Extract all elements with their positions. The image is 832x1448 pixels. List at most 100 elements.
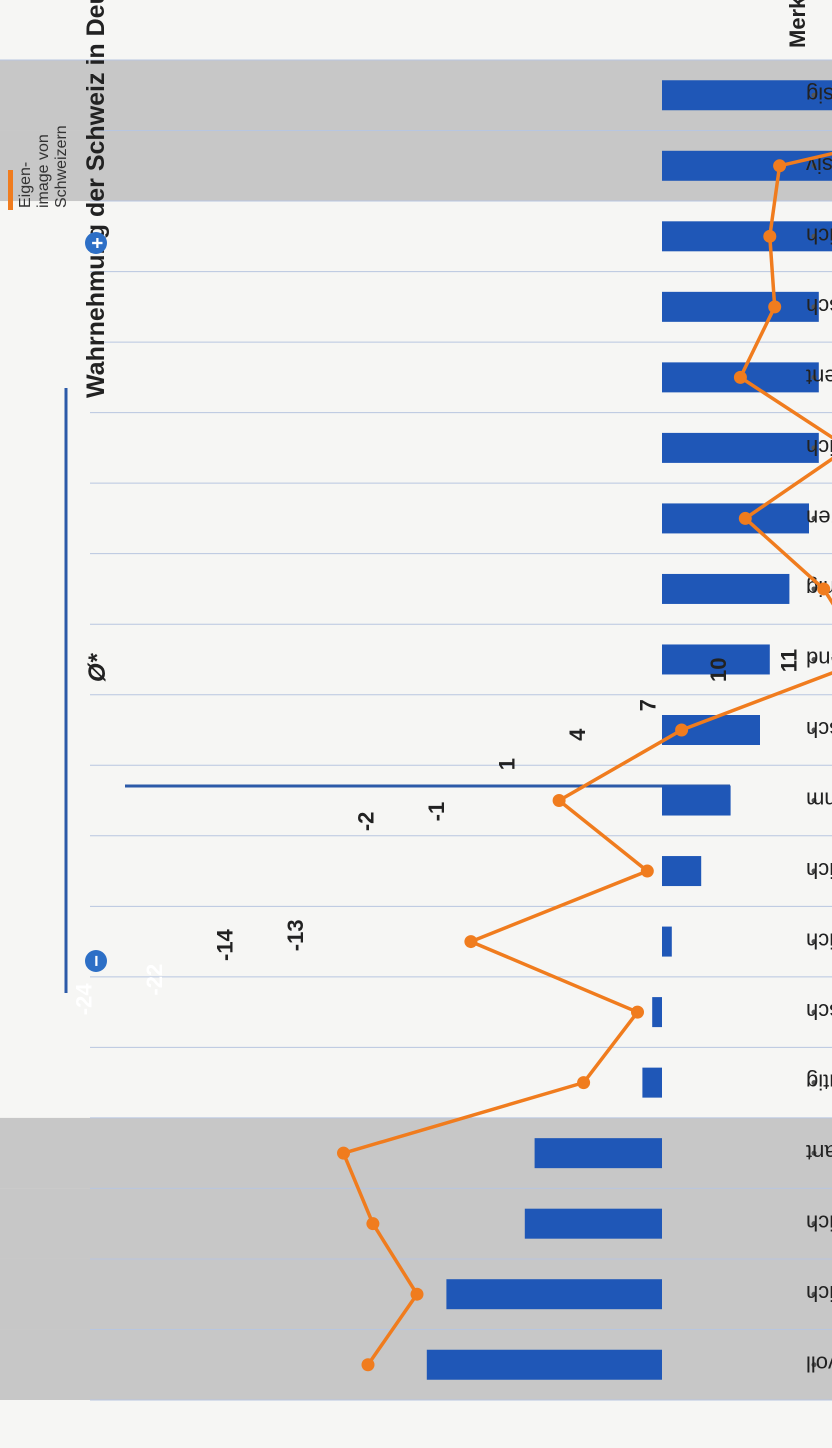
bar-value-label: -24 bbox=[71, 983, 96, 1016]
bar-value-label: 11 bbox=[777, 649, 802, 672]
line-point bbox=[337, 1146, 350, 1160]
bar bbox=[446, 1279, 662, 1310]
bullet-icon bbox=[811, 92, 817, 98]
bullet-icon bbox=[811, 1362, 817, 1368]
highlight-band bbox=[0, 60, 832, 131]
bar bbox=[662, 80, 832, 111]
bar bbox=[662, 503, 809, 534]
line-point bbox=[768, 300, 782, 314]
bullet-icon bbox=[811, 515, 817, 521]
bar-value-label: -1 bbox=[424, 802, 449, 822]
bar-value-label: -2 bbox=[353, 812, 378, 832]
bullet-icon bbox=[811, 163, 817, 169]
category-label: fröhlich bbox=[806, 1211, 832, 1236]
bullet-icon bbox=[811, 727, 817, 733]
bar bbox=[662, 715, 760, 745]
category-label: intelligent bbox=[806, 364, 832, 389]
bar-value-label: 10 bbox=[706, 658, 731, 682]
line-point bbox=[733, 370, 747, 384]
bullet-icon bbox=[811, 798, 817, 804]
bar bbox=[426, 1349, 662, 1380]
legend: Eigen-image von Schweizern bbox=[8, 125, 70, 210]
line-point bbox=[410, 1287, 424, 1301]
category-label: unternehmerisch bbox=[806, 294, 832, 319]
legend-swatch bbox=[8, 170, 13, 210]
bullet-icon bbox=[811, 1080, 817, 1086]
minus-label: − bbox=[86, 955, 108, 967]
legend-text: image von bbox=[35, 134, 52, 208]
bars: 26251916161615131110741-1-2-13-14-22-24 bbox=[71, 80, 832, 1380]
bar-value-label: -13 bbox=[283, 919, 308, 951]
header-row: Merkmale bbox=[0, 0, 832, 61]
bullet-icon bbox=[811, 656, 817, 662]
category-label: wagemutig bbox=[806, 1070, 832, 1095]
line-point bbox=[763, 229, 777, 243]
highlight-band bbox=[0, 1117, 832, 1189]
line-point bbox=[773, 159, 787, 173]
bar bbox=[662, 432, 819, 463]
plus-label: + bbox=[87, 237, 109, 249]
bar bbox=[662, 573, 790, 604]
category-label: leidenschaftlich bbox=[806, 1281, 832, 1306]
line-point bbox=[738, 511, 752, 525]
legend-text: Eigen- bbox=[17, 162, 34, 208]
line-point bbox=[361, 1358, 375, 1372]
category-label: einfallsreich bbox=[806, 858, 832, 883]
bullet-icon bbox=[811, 1291, 817, 1297]
category-label: wohlerzogen bbox=[806, 505, 832, 530]
category-label: freundlich bbox=[806, 929, 832, 954]
line-point bbox=[675, 723, 689, 737]
category-label: freiheitsliebend bbox=[806, 646, 832, 671]
bullet-icon bbox=[811, 304, 817, 310]
self-image-line bbox=[337, 93, 832, 1372]
category-label: zuverlässig bbox=[806, 82, 832, 107]
bar bbox=[662, 785, 731, 816]
bullet-icon bbox=[811, 939, 817, 945]
category-label: temperamentvoll bbox=[806, 1352, 832, 1377]
line-point bbox=[552, 794, 566, 808]
category-label: charmant bbox=[806, 1140, 832, 1165]
bar-value-label: -14 bbox=[212, 928, 237, 961]
zero-label: Ø* bbox=[84, 652, 111, 682]
bar bbox=[662, 291, 819, 322]
axis: Wahrnehmung der Schweiz in Deutschland Ø*… bbox=[64, 0, 730, 993]
bar-value-label: 1 bbox=[494, 758, 519, 770]
category-label: aussergewöhnlich bbox=[806, 223, 832, 248]
highlight-band bbox=[0, 1329, 832, 1400]
category-labels: zuverlässigexklusivaussergewöhnlichunter… bbox=[806, 82, 832, 1376]
row-bands bbox=[0, 60, 832, 1400]
highlight-band bbox=[0, 130, 832, 202]
line-point bbox=[817, 582, 831, 596]
category-label: dynamisch bbox=[806, 999, 832, 1024]
bullet-icon bbox=[811, 374, 817, 380]
category-label: ehrlich bbox=[806, 435, 832, 460]
line-point bbox=[577, 1076, 591, 1090]
bar bbox=[652, 997, 663, 1028]
category-label: vornehm bbox=[806, 788, 832, 813]
bar bbox=[524, 1208, 662, 1239]
legend-text: Schweizern bbox=[53, 125, 70, 208]
bullet-icon bbox=[811, 868, 817, 874]
bar bbox=[662, 644, 770, 675]
bar bbox=[662, 926, 672, 957]
row-separators bbox=[90, 59, 832, 1401]
line-point bbox=[464, 935, 478, 949]
chart-rotated-group: Merkmale Wahrnehmung der Schweiz in Deut… bbox=[0, 0, 832, 1401]
category-label: unverfälscht, authentisch bbox=[806, 717, 832, 742]
line-point bbox=[640, 864, 654, 878]
plus-icon bbox=[85, 232, 107, 254]
line-point bbox=[366, 1217, 380, 1231]
bar bbox=[534, 1138, 662, 1169]
chart-title: Wahrnehmung der Schweiz in Deutschland bbox=[82, 0, 110, 398]
bullet-icon bbox=[811, 1150, 817, 1156]
bar-value-label: -22 bbox=[142, 964, 167, 996]
bar-value-label: 7 bbox=[635, 699, 660, 711]
bullet-icon bbox=[811, 1009, 817, 1015]
category-header: Merkmale bbox=[785, 0, 810, 48]
bar bbox=[662, 221, 832, 252]
line-point bbox=[631, 1005, 644, 1019]
highlight-band bbox=[0, 1188, 832, 1259]
bullet-icon bbox=[811, 1221, 817, 1227]
bar-value-label: 4 bbox=[565, 728, 590, 741]
